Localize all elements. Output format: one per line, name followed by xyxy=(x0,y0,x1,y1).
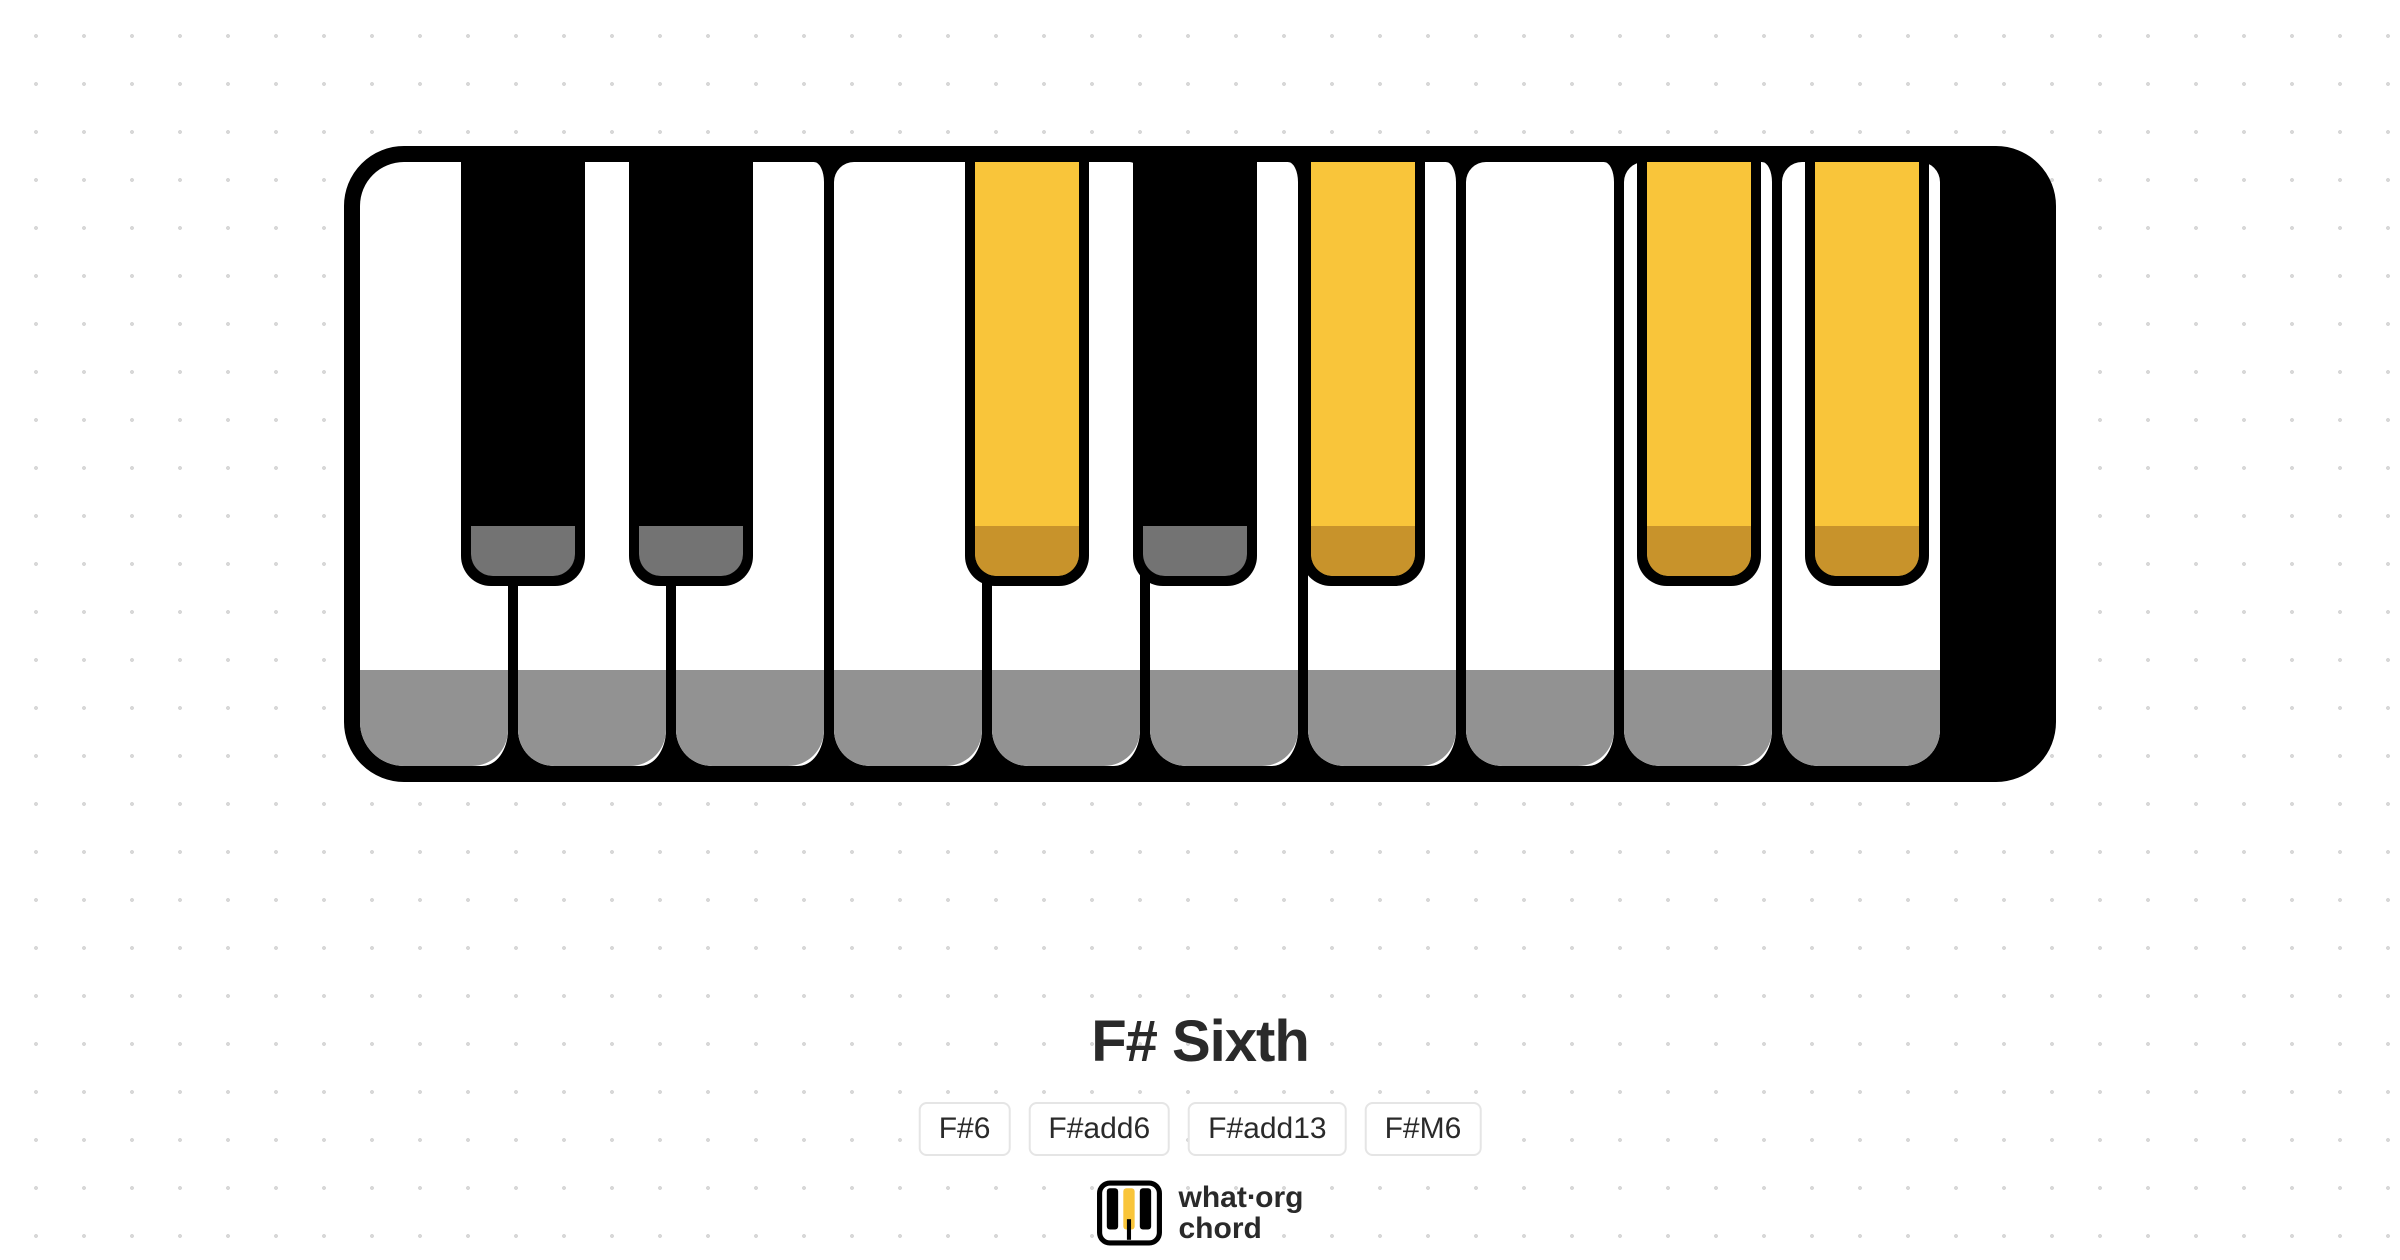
black-key xyxy=(461,162,585,586)
keyboard-keys xyxy=(360,162,2040,766)
site-logo-icon xyxy=(1096,1180,1162,1246)
black-key xyxy=(629,162,753,586)
black-key-highlighted xyxy=(1805,162,1929,586)
black-key-highlighted xyxy=(965,162,1089,586)
black-key-highlighted xyxy=(1301,162,1425,586)
chord-aliases: F#6 F#add6 F#add13 F#M6 xyxy=(919,1102,1482,1156)
chord-alias-chip: F#add6 xyxy=(1028,1102,1170,1156)
brand-dot: . xyxy=(1247,1173,1255,1206)
site-logo-text: what.org chord xyxy=(1178,1182,1303,1245)
black-key-highlighted xyxy=(1637,162,1761,586)
white-key xyxy=(1466,162,1624,766)
chord-title: F# Sixth xyxy=(1091,1008,1309,1075)
piano-keyboard xyxy=(344,146,2056,782)
black-key xyxy=(1133,162,1257,586)
site-branding: what.org chord xyxy=(1096,1180,1303,1246)
brand-line2: chord xyxy=(1178,1213,1303,1245)
chord-alias-chip: F#add13 xyxy=(1188,1102,1346,1156)
keyboard-frame xyxy=(344,146,2056,782)
chord-alias-chip: F#M6 xyxy=(1365,1102,1482,1156)
brand-suffix: org xyxy=(1255,1181,1303,1214)
brand-line1: what xyxy=(1178,1181,1246,1214)
chord-alias-chip: F#6 xyxy=(919,1102,1011,1156)
